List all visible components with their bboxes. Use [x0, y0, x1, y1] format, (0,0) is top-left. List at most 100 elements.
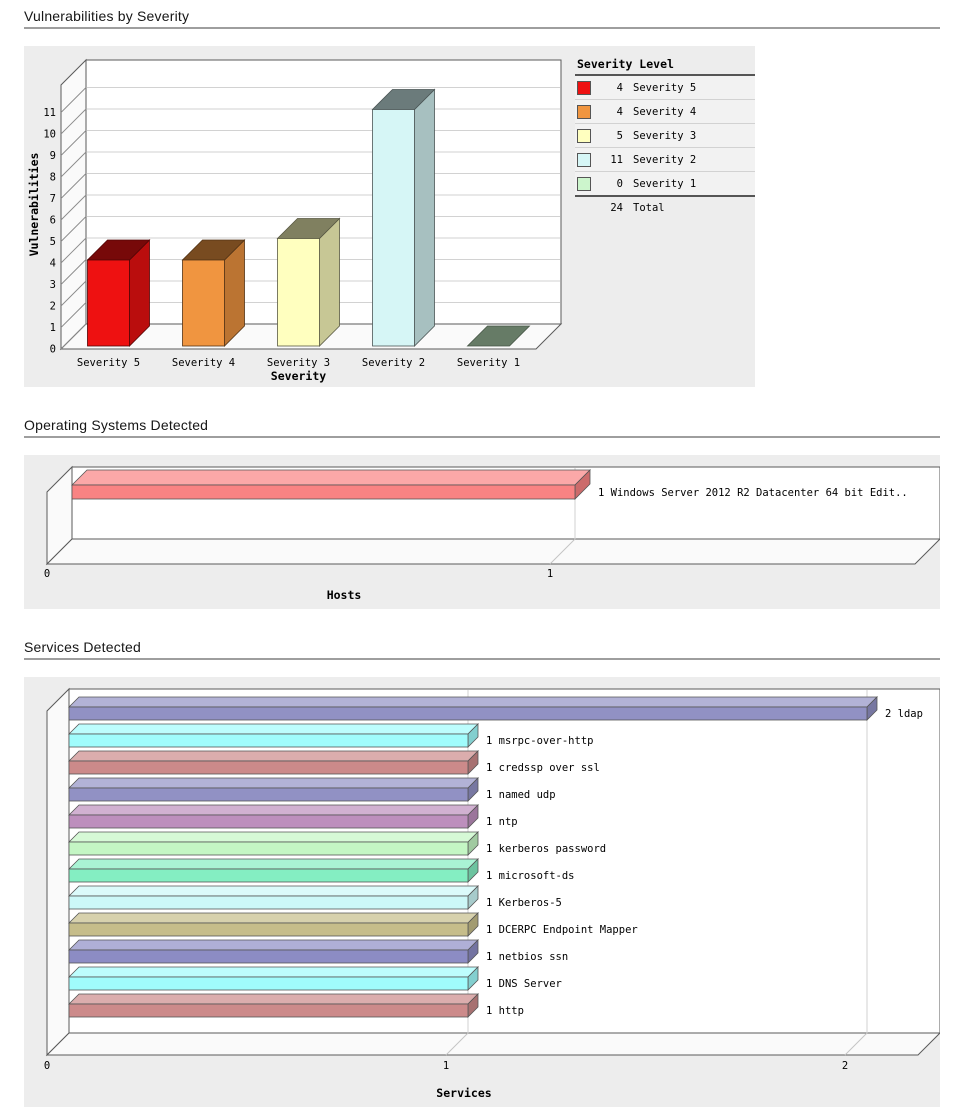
operating-systems-chart: 0 1 1 Windows Server 2012 R2 Datacenter 64…: [24, 455, 940, 609]
y-axis-title: Vulnerabilities: [27, 153, 41, 257]
section-vulnerabilities-by-severity: Vulnerabilities by Severity 0 1 2 3 4 5 6 7 8 9 10…: [24, 8, 940, 387]
bar-front-face: [71, 484, 576, 500]
bar-front-face: [68, 814, 469, 829]
bar-top-face: [68, 993, 479, 1005]
legend-label: Severity 4: [633, 105, 697, 118]
bar-top-face: [68, 777, 479, 789]
legend-total-row: 24 Total: [575, 197, 755, 219]
y-tick-label: 3: [50, 279, 56, 291]
legend-swatch: [577, 128, 591, 143]
bar-front-face: [87, 259, 130, 347]
bar-severity-4: [181, 239, 246, 347]
bar-top-face: [68, 912, 479, 924]
legend-row-severity-1: 0 Severity 1: [575, 172, 755, 197]
bar-label: 1 credssp over ssl: [486, 762, 600, 774]
bar-severity-1: [466, 325, 531, 347]
y-tick-label: 6: [50, 215, 56, 227]
x-tick-label: 1: [547, 568, 553, 580]
bar-front-face: [68, 841, 469, 856]
bar-top-face: [68, 939, 479, 951]
y-tick-label: 10: [43, 129, 56, 141]
section-operating-systems-detected: Operating Systems Detected 0 1 1 Windows S…: [24, 417, 940, 609]
legend-row-severity-2: 11 Severity 2: [575, 148, 755, 172]
legend-count: 4: [616, 105, 623, 118]
y-tick: [60, 237, 87, 264]
y-tick-label: 1: [50, 322, 56, 334]
vulnerabilities-by-severity-chart: 0 1 2 3 4 5 6 7 8 9 10 11 Severity 5 Severity 4 Severi…: [24, 46, 755, 387]
y-tick-label: 0: [50, 344, 56, 356]
bar-label: 1 msrpc-over-http: [486, 735, 593, 747]
plot-floor: [45, 1032, 940, 1056]
x-tick-label: 2: [842, 1060, 848, 1072]
bar-dcerpc-endpoint-mapper: [68, 912, 479, 937]
legend-total-count: 24: [610, 202, 623, 214]
gridline-floor: [844, 1032, 868, 1056]
bar-label: 1 kerberos password: [486, 843, 606, 855]
x-axis-title: Services: [436, 1086, 491, 1100]
bar-top-face: [71, 469, 591, 486]
bar-top-face: [68, 696, 878, 708]
section-title-operating-systems: Operating Systems Detected: [24, 417, 209, 433]
legend-row-severity-3: 5 Severity 3: [575, 124, 755, 148]
section-title-services: Services Detected: [24, 639, 142, 655]
x-category-label: Severity 5: [77, 357, 140, 369]
legend-swatch: [577, 80, 591, 95]
bar-label: 1 DNS Server: [486, 978, 562, 990]
x-tick-label: 0: [44, 568, 50, 580]
y-tick-label: 7: [50, 193, 56, 205]
bar-top-face: [68, 750, 479, 762]
services-chart: 0 1 2 2 ldap 1 msrpc-over-http 1 credssp over…: [24, 677, 940, 1107]
y-tick: [60, 280, 87, 307]
x-category-label: Severity 2: [362, 357, 425, 369]
y-tick: [60, 87, 87, 113]
legend-count: 11: [610, 153, 623, 166]
y-tick: [60, 151, 87, 178]
y-tick: [60, 194, 87, 221]
bar-kerberos-password: [68, 831, 479, 856]
bar-label: 1 DCERPC Endpoint Mapper: [486, 924, 638, 936]
bar-label: 1 ntp: [486, 816, 518, 828]
bar-ntp: [68, 804, 479, 829]
bar-credssp-over-ssl: [68, 750, 479, 775]
bar-severity-2: [371, 88, 436, 347]
bar-label: 1 netbios ssn: [486, 951, 568, 963]
x-tick-label: 0: [44, 1060, 50, 1072]
bar-label: 1 Windows Server 2012 R2 Datacenter 64 b…: [598, 487, 908, 499]
y-tick: [60, 130, 87, 156]
bar-top-face: [68, 804, 479, 816]
legend-swatch: [577, 152, 591, 167]
legend-count: 4: [616, 81, 623, 94]
bar-front-face: [68, 895, 469, 910]
bar-label: 2 ldap: [885, 708, 923, 720]
y-tick-label: 11: [43, 107, 56, 119]
y-tick-label: 4: [50, 258, 56, 270]
legend-row-severity-5: 4 Severity 5: [575, 76, 755, 100]
bar-front-face: [68, 922, 469, 937]
legend-title: Severity Level: [575, 55, 755, 76]
bar-top-face: [68, 858, 479, 870]
bar-dns-server: [68, 966, 479, 991]
y-tick: [60, 216, 87, 242]
legend-total-label: Total: [633, 202, 665, 214]
legend-row-severity-4: 4 Severity 4: [575, 100, 755, 124]
y-tick: [60, 259, 87, 285]
bar-front-face: [182, 259, 225, 347]
bar-kerberos-5: [68, 885, 479, 910]
y-tick-label: 2: [50, 301, 56, 313]
severity-legend: Severity Level 4 Severity 5 4 Severity 4 5 Se…: [575, 55, 755, 219]
bar-front-face: [68, 976, 469, 991]
bar-side-face: [414, 88, 435, 347]
legend-swatch: [577, 176, 591, 191]
legend-label: Severity 1: [633, 177, 697, 190]
bar-netbios-ssn: [68, 939, 479, 964]
x-axis-title: Severity: [271, 369, 326, 383]
y-tick: [60, 323, 87, 350]
y-tick: [60, 302, 87, 328]
section-rule: [24, 658, 940, 660]
y-tick: [60, 173, 87, 199]
horizontal-3d-bar-chart: 0 1 1 Windows Server 2012 R2 Datacenter 64…: [44, 465, 940, 602]
bar-ldap: [68, 696, 878, 721]
legend-label: Severity 5: [633, 81, 697, 94]
bar-front-face: [68, 949, 469, 964]
